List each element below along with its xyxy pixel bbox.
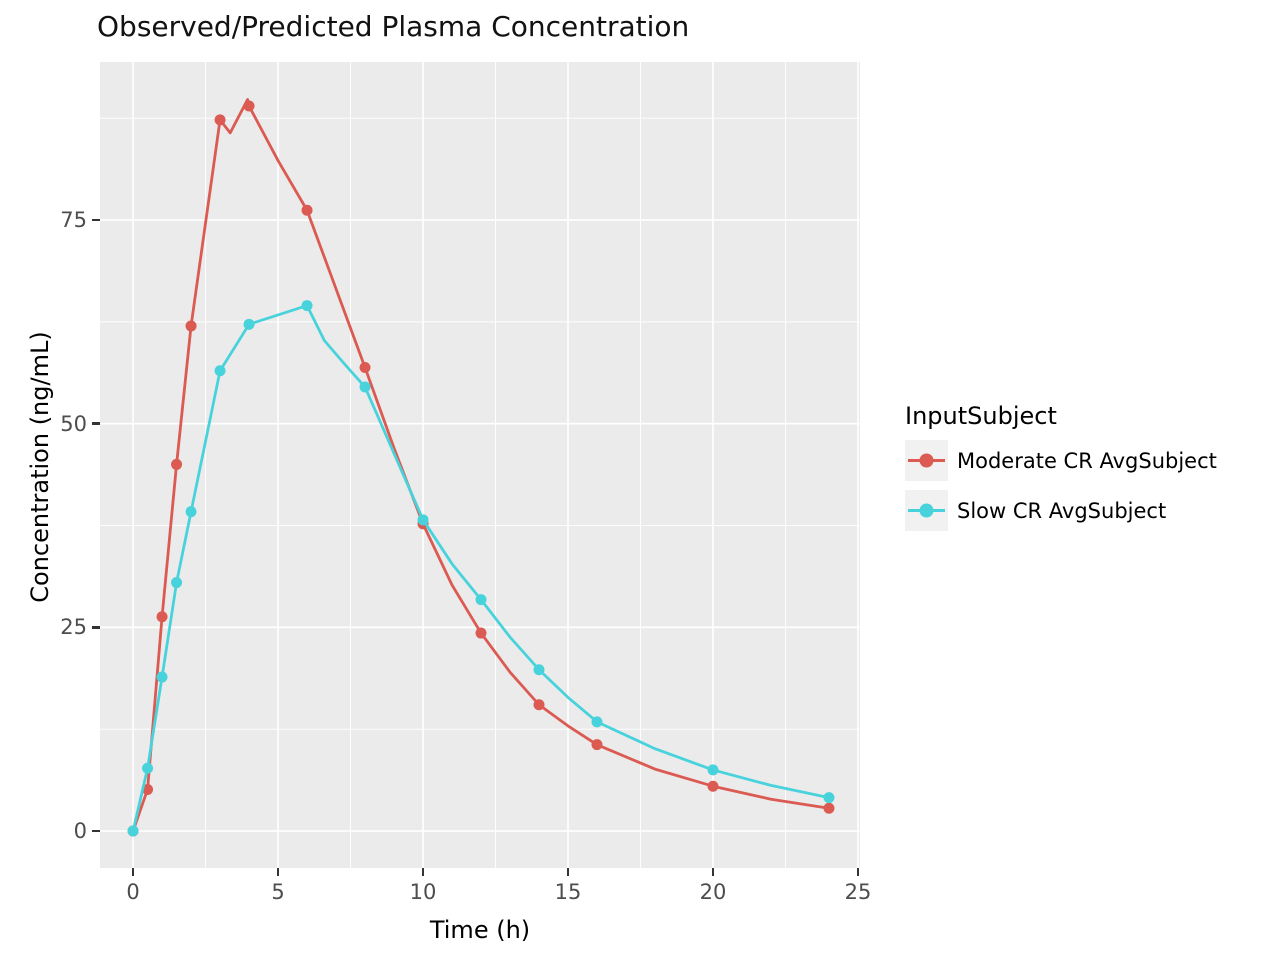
plot-title: Observed/Predicted Plasma Concentration — [97, 10, 690, 43]
y-tick-mark — [92, 422, 100, 425]
data-point — [185, 320, 197, 332]
legend-entries: Moderate CR AvgSubject Slow CR AvgSubject — [905, 440, 1217, 531]
data-point — [707, 780, 719, 792]
legend-key-swatch — [905, 490, 948, 531]
legend-entry-label: Slow CR AvgSubject — [957, 498, 1167, 523]
data-point — [359, 381, 371, 393]
data-point — [171, 458, 183, 470]
data-point — [127, 825, 139, 837]
legend-key-point — [919, 453, 934, 468]
plot-panel — [100, 62, 860, 868]
x-axis-title: Time (h) — [429, 916, 531, 944]
data-point — [142, 783, 154, 795]
y-tick-mark — [92, 626, 100, 629]
y-tick-label: 50 — [60, 411, 87, 436]
x-tick-mark — [277, 868, 280, 876]
x-tick-mark — [422, 868, 425, 876]
legend-key-glyph — [908, 453, 945, 468]
data-point — [243, 100, 255, 112]
data-point — [475, 594, 487, 606]
data-point — [533, 664, 545, 676]
x-tick-mark — [711, 868, 715, 876]
data-point — [417, 514, 429, 526]
legend-entry-label: Moderate CR AvgSubject — [957, 448, 1217, 473]
data-point — [171, 577, 183, 589]
legend-title: InputSubject — [905, 402, 1057, 430]
data-point — [301, 204, 313, 216]
y-tick-mark — [92, 829, 100, 833]
y-tick-label: 25 — [60, 615, 87, 640]
y-tick-label: 75 — [60, 208, 87, 233]
data-point — [156, 611, 168, 623]
data-point — [533, 699, 545, 711]
x-tick-label: 15 — [554, 880, 582, 904]
legend-key-swatch — [905, 440, 948, 481]
y-axis-title: Concentration (ng/mL) — [26, 331, 54, 603]
x-tick-mark — [856, 868, 860, 876]
data-point — [591, 716, 603, 728]
plot-area-svg — [100, 62, 860, 868]
x-tick-label: 0 — [126, 880, 140, 904]
data-point — [359, 361, 371, 373]
series-line — [131, 304, 831, 833]
data-point — [185, 506, 197, 518]
data-point — [823, 792, 835, 804]
legend-key-glyph — [908, 503, 945, 518]
data-point — [243, 318, 255, 330]
data-point — [823, 802, 835, 814]
x-tick-label: 20 — [699, 880, 727, 904]
data-point — [156, 671, 168, 683]
x-tick-label: 5 — [271, 880, 285, 904]
data-point — [301, 300, 313, 312]
data-point — [707, 764, 719, 776]
y-tick-label: 0 — [73, 819, 87, 843]
data-point — [591, 739, 603, 751]
data-point — [214, 365, 226, 377]
legend-entry: Slow CR AvgSubject — [905, 490, 1217, 531]
x-tick-label: 10 — [409, 880, 437, 904]
x-tick-mark — [567, 868, 570, 876]
x-tick-mark — [132, 868, 135, 876]
legend: InputSubject Moderate CR AvgSubject Slow … — [905, 402, 1217, 540]
x-tick-label: 25 — [844, 880, 872, 904]
data-point — [142, 762, 154, 774]
legend-key-point — [919, 503, 934, 518]
data-point — [214, 114, 226, 126]
legend-entry: Moderate CR AvgSubject — [905, 440, 1217, 481]
y-tick-mark — [92, 218, 100, 222]
data-point — [475, 627, 487, 639]
series-line — [131, 98, 831, 833]
